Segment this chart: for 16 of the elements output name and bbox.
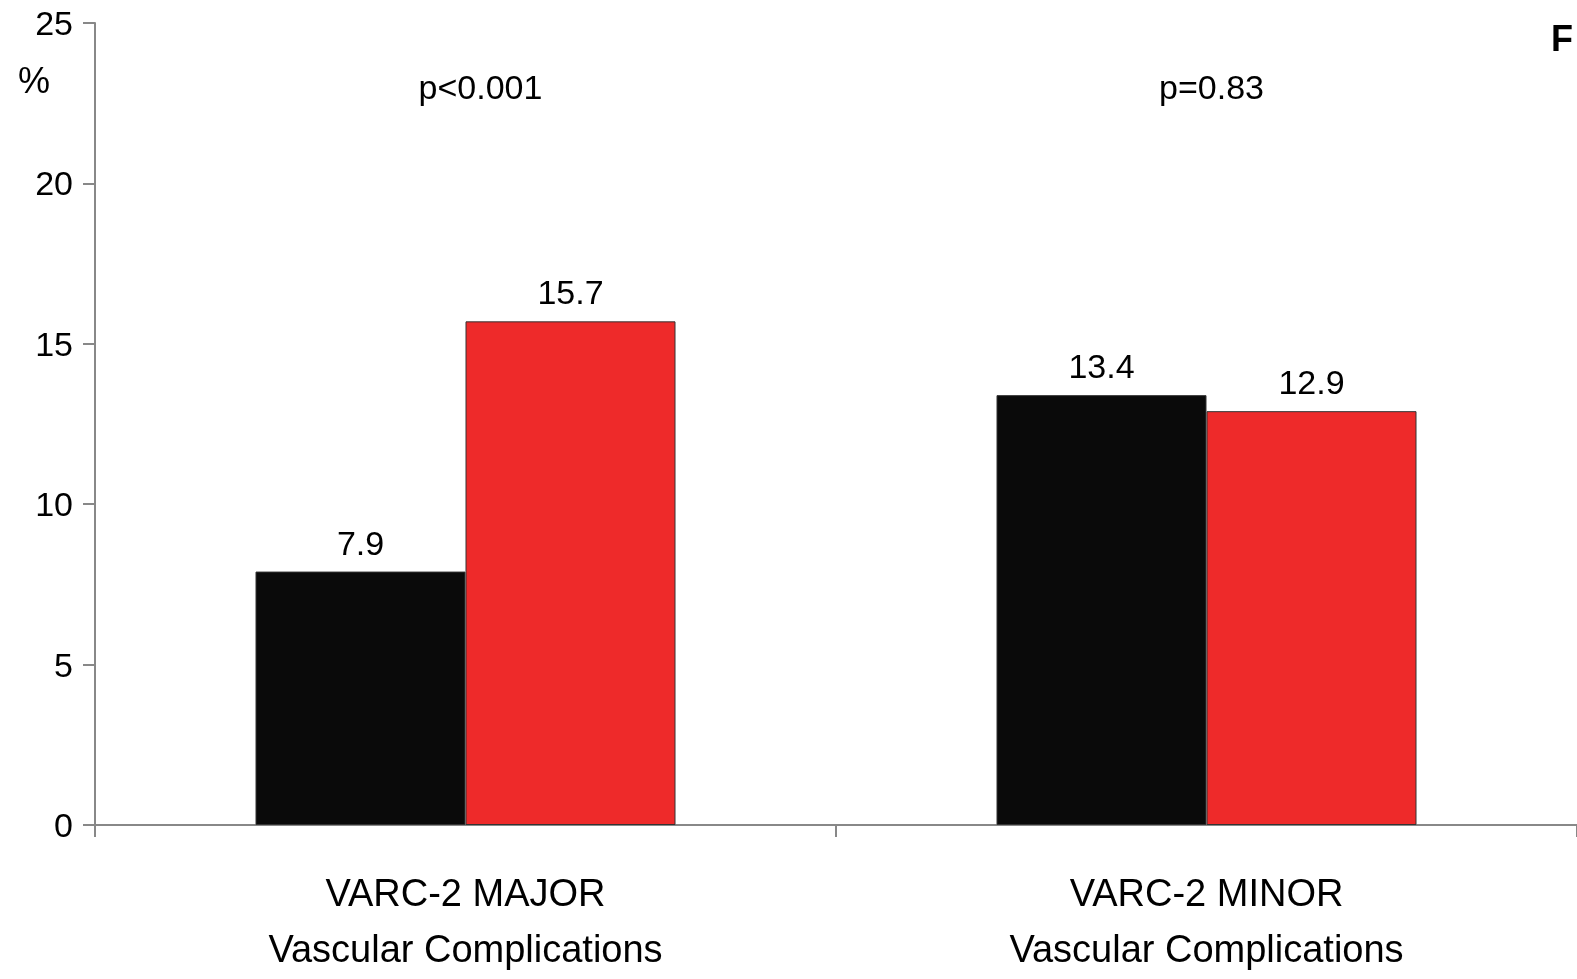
x-tick-label: VARC-2 MAJOR Vascular Complications: [268, 872, 663, 970]
y-tick-label: 10: [35, 485, 73, 524]
y-tick-label: 15: [35, 324, 73, 363]
y-tick-label: 0: [54, 806, 73, 844]
y-tick-label: 5: [54, 645, 73, 684]
annotation: F: [1551, 17, 1574, 59]
data-label: 13.4: [1068, 347, 1135, 386]
data-label: 12.9: [1278, 363, 1345, 402]
x-tick-label: VARC-2 MINOR Vascular Complications: [1009, 872, 1404, 970]
y-axis-title: %: [18, 59, 51, 101]
y-tick-label: 20: [35, 164, 73, 203]
annotation: p=0.83: [1159, 68, 1264, 106]
data-label: 7.9: [336, 523, 385, 562]
data-label: 15.7: [537, 273, 604, 312]
annotation: p<0.001: [418, 68, 543, 106]
y-tick-label: 25: [35, 4, 73, 42]
